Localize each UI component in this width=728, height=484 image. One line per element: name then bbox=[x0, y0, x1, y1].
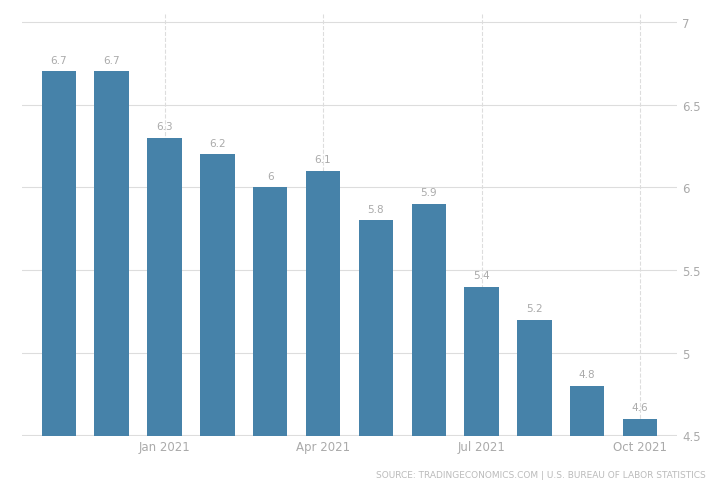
Text: SOURCE: TRADINGECONOMICS.COM | U.S. BUREAU OF LABOR STATISTICS: SOURCE: TRADINGECONOMICS.COM | U.S. BURE… bbox=[376, 470, 706, 479]
Bar bbox=[253, 188, 288, 484]
Text: 6: 6 bbox=[267, 171, 274, 182]
Bar bbox=[517, 320, 552, 484]
Text: 6.7: 6.7 bbox=[103, 56, 120, 66]
Text: 5.4: 5.4 bbox=[473, 271, 490, 280]
Bar bbox=[41, 72, 76, 484]
Text: 6.2: 6.2 bbox=[209, 138, 226, 148]
Text: 5.2: 5.2 bbox=[526, 303, 542, 314]
Bar bbox=[464, 287, 499, 484]
Bar bbox=[570, 386, 604, 484]
Bar bbox=[306, 171, 340, 484]
Text: 6.7: 6.7 bbox=[50, 56, 67, 66]
Text: 5.9: 5.9 bbox=[420, 188, 437, 198]
Text: 5.8: 5.8 bbox=[368, 204, 384, 214]
Bar bbox=[623, 419, 657, 484]
Bar bbox=[359, 221, 393, 484]
Text: 4.6: 4.6 bbox=[632, 403, 649, 412]
Text: 4.8: 4.8 bbox=[579, 369, 596, 379]
Text: 6.3: 6.3 bbox=[157, 122, 173, 132]
Text: 6.1: 6.1 bbox=[314, 155, 331, 165]
Bar bbox=[411, 204, 446, 484]
Bar bbox=[200, 155, 234, 484]
Bar bbox=[147, 138, 182, 484]
Bar bbox=[95, 72, 129, 484]
